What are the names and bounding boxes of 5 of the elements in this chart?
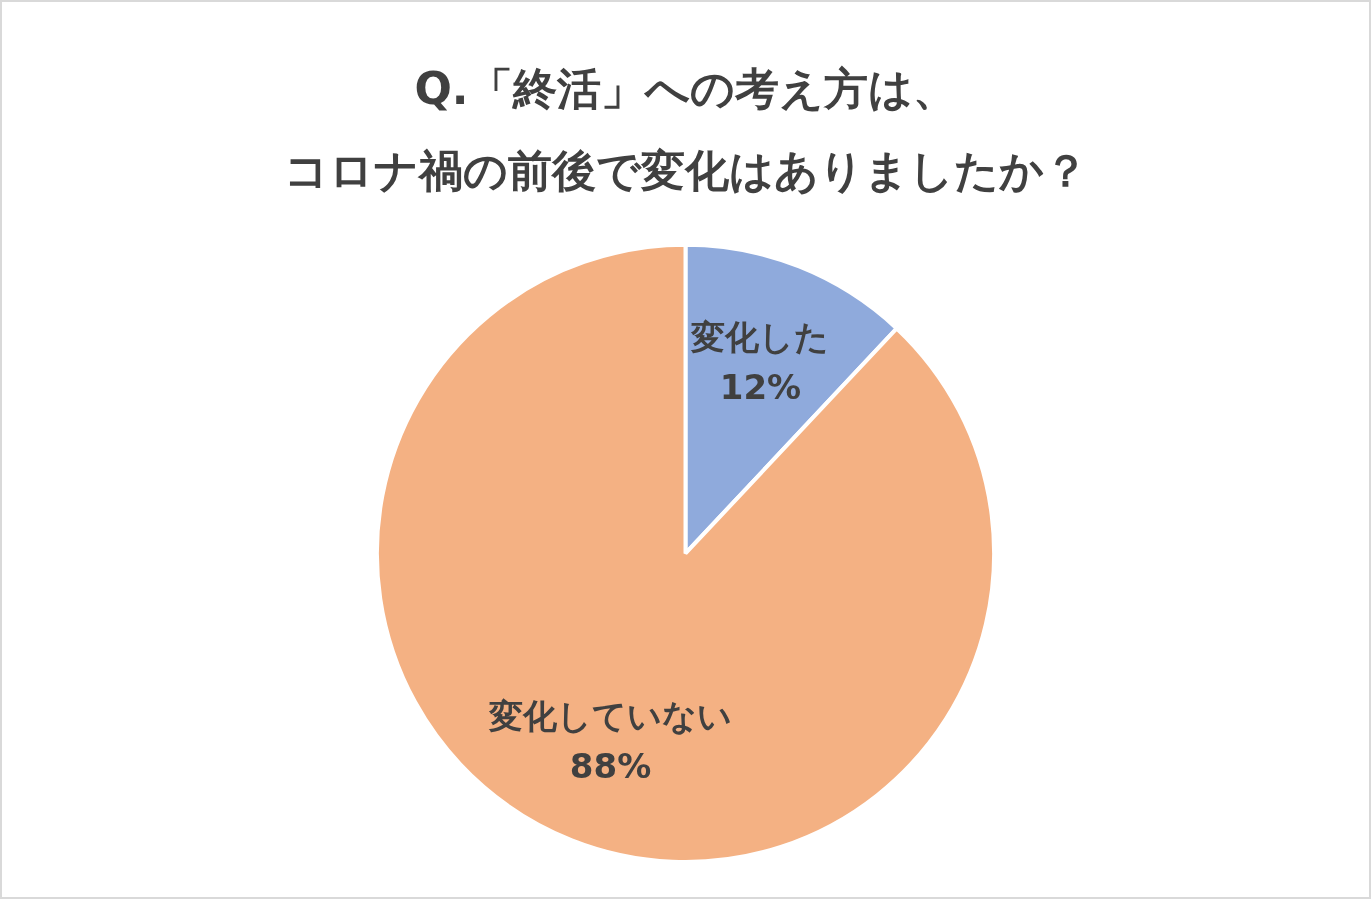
data-label: 88% xyxy=(569,745,652,786)
slice-label: 変化していない xyxy=(488,695,733,736)
data-label: 12% xyxy=(719,366,802,407)
slice-label: 変化した xyxy=(690,316,830,357)
chart-title: Q.「終活」への考え方は、コロナ禍の前後で変化はありましたか？ xyxy=(283,63,1088,196)
